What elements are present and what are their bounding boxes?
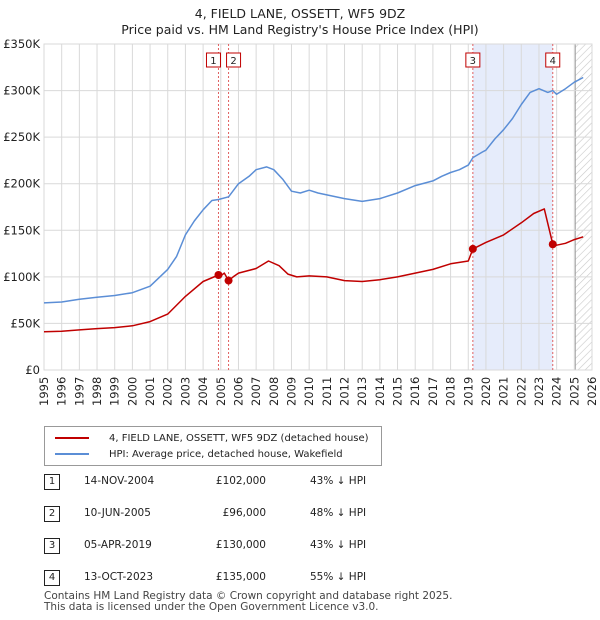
sale-price: £96,000 [222, 507, 266, 519]
x-tick-label: 2017 [426, 377, 440, 406]
sale-date: 14-NOV-2004 [84, 475, 155, 487]
sale-marker-badge: 1 [44, 474, 60, 490]
sale-marker-label: 4 [550, 56, 556, 67]
x-tick-label: 2015 [391, 377, 405, 406]
x-tick-label: 1998 [90, 377, 104, 406]
sale-marker-label: 2 [230, 56, 236, 67]
x-tick-label: 2007 [249, 377, 263, 406]
x-tick-label: 2020 [479, 377, 493, 406]
x-tick-label: 2002 [161, 377, 175, 406]
x-tick-label: 2009 [284, 377, 298, 406]
sale-marker-label: 1 [210, 56, 216, 67]
sale-marker-box [226, 52, 242, 68]
x-tick-label: 1997 [72, 377, 86, 406]
attribution-line-1: Contains HM Land Registry data © Crown c… [44, 590, 453, 602]
sale-marker-box [465, 52, 481, 68]
x-tick-label: 2023 [532, 377, 546, 406]
y-tick-label: £350K [3, 37, 40, 51]
x-tick-label: 2000 [125, 377, 139, 406]
x-tick-label: 1995 [37, 377, 51, 406]
chart-title: 4, FIELD LANE, OSSETT, WF5 9DZ [194, 6, 406, 21]
y-tick-label: £250K [3, 130, 40, 144]
property-price-line [43, 208, 584, 333]
sale-marker-badge: 3 [44, 538, 60, 554]
y-tick-label: £300K [3, 84, 40, 98]
hpi-line [43, 76, 584, 304]
attribution: Contains HM Land Registry data © Crown c… [44, 591, 452, 613]
future-hatch-region [575, 44, 592, 370]
sale-marker-label: 3 [470, 56, 476, 67]
sale-marker-badge: 4 [44, 570, 60, 586]
x-tick-label: 2004 [196, 377, 210, 406]
price-chart: 1 2 3 4 £0 £50K £100K £150K £200K £250K £300K £350… [3, 37, 599, 406]
sale-price: £102,000 [215, 475, 266, 487]
y-tick-label: £200K [3, 177, 40, 191]
table-row: 1 14-NOV-2004 £102,000 43% ↓ HPI [44, 474, 444, 492]
table-row: 3 05-APR-2019 £130,000 43% ↓ HPI [44, 538, 444, 556]
x-tick-label: 2019 [461, 377, 475, 406]
y-tick-label: £100K [3, 270, 40, 284]
y-tick-label: £150K [3, 223, 40, 237]
sale-marker-box [545, 52, 561, 68]
sale-hpi-delta: 55% ↓ HPI [310, 571, 367, 583]
table-row: 4 13-OCT-2023 £135,000 55% ↓ HPI [44, 570, 444, 588]
x-tick-label: 2014 [373, 377, 387, 406]
x-tick-label: 2021 [497, 377, 511, 406]
sale-point [224, 276, 233, 285]
sale-hpi-delta: 48% ↓ HPI [310, 507, 367, 519]
x-tick-label: 1999 [108, 377, 122, 406]
sale-price: £135,000 [215, 571, 266, 583]
x-tick-label: 2003 [178, 377, 192, 406]
legend-item-property: 4, FIELD LANE, OSSETT, WF5 9DZ (detached… [55, 431, 369, 445]
x-tick-label: 2012 [338, 377, 352, 406]
sale-point [214, 270, 223, 279]
sale-date: 13-OCT-2023 [84, 571, 153, 583]
sale-marker-box [205, 52, 221, 68]
x-tick-label: 2005 [214, 377, 228, 406]
chart-subtitle: Price paid vs. HM Land Registry's House … [121, 22, 479, 37]
y-tick-label: £0 [25, 363, 40, 377]
sale-point [468, 244, 477, 253]
legend-label-hpi: HPI: Average price, detached house, Wake… [109, 448, 343, 460]
legend-swatch-property [55, 437, 89, 439]
x-tick-label: 2024 [550, 377, 564, 406]
x-tick-label: 2001 [143, 377, 157, 406]
x-tick-label: 2010 [302, 377, 316, 406]
x-tick-label: 2013 [355, 377, 369, 406]
legend-item-hpi: HPI: Average price, detached house, Wake… [55, 447, 343, 461]
table-row: 2 10-JUN-2005 £96,000 48% ↓ HPI [44, 506, 444, 524]
x-tick-label: 1996 [55, 377, 69, 406]
sale-price: £130,000 [215, 539, 266, 551]
sale-date: 10-JUN-2005 [84, 507, 151, 519]
x-tick-label: 2026 [585, 377, 599, 406]
sale-hpi-delta: 43% ↓ HPI [310, 539, 367, 551]
y-tick-label: £50K [11, 316, 41, 330]
x-tick-label: 2016 [408, 377, 422, 406]
sale-hpi-delta: 43% ↓ HPI [310, 475, 367, 487]
attribution-line-2: This data is licensed under the Open Gov… [44, 601, 379, 613]
sale-marker-badge: 2 [44, 506, 60, 522]
sale-point [548, 240, 557, 249]
legend-swatch-hpi [55, 453, 89, 455]
x-tick-label: 2008 [267, 377, 281, 406]
shaded-period [472, 44, 553, 370]
x-tick-label: 2018 [444, 377, 458, 406]
legend-label-property: 4, FIELD LANE, OSSETT, WF5 9DZ (detached… [109, 432, 369, 444]
x-tick-label: 2006 [231, 377, 245, 406]
x-tick-label: 2011 [320, 377, 334, 406]
x-tick-label: 2022 [514, 377, 528, 406]
chart-legend: 4, FIELD LANE, OSSETT, WF5 9DZ (detached… [44, 426, 382, 466]
sale-date: 05-APR-2019 [84, 539, 152, 551]
x-tick-label: 2025 [567, 377, 581, 406]
